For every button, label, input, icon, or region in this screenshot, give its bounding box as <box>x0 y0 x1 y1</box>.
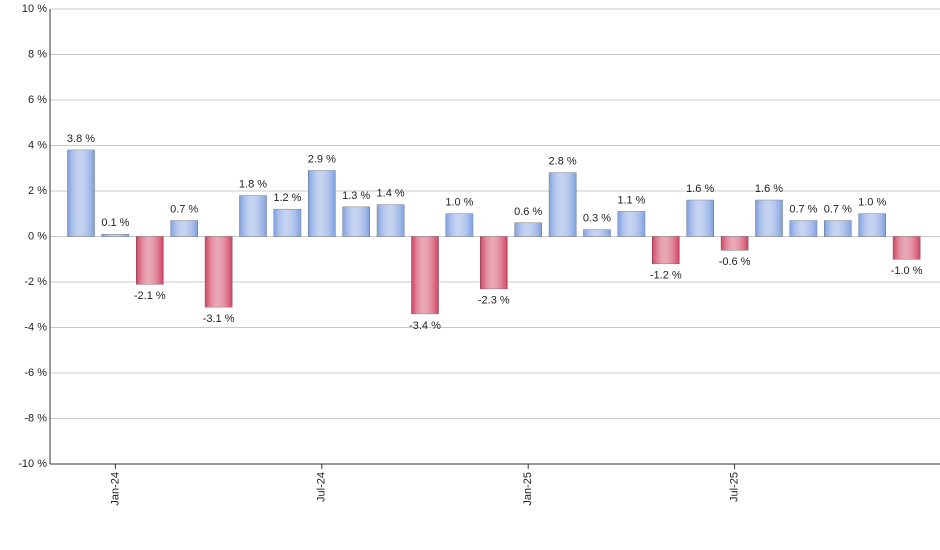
bar-shade <box>239 195 267 237</box>
value-label: 0.6 % <box>514 206 542 218</box>
y-tick-label: 10 % <box>22 3 47 15</box>
bar-group <box>136 236 164 285</box>
value-label: 1.4 % <box>377 188 405 200</box>
bar-group <box>411 236 439 315</box>
value-label: 3.8 % <box>67 133 95 145</box>
bar-group <box>892 236 921 260</box>
bar-shade <box>858 213 886 237</box>
value-label: 1.6 % <box>755 183 783 195</box>
bar-group <box>548 172 577 237</box>
bar-group <box>617 211 646 237</box>
bar-shade <box>101 234 129 237</box>
bar-shade <box>67 150 95 237</box>
bar-group <box>101 233 130 237</box>
y-tick-label: 8 % <box>28 48 47 60</box>
bar-shade <box>480 236 508 289</box>
bar-group <box>376 204 405 237</box>
x-tick-label: Jan-25 <box>522 472 534 506</box>
bar-shade <box>273 209 301 237</box>
y-tick-label: -2 % <box>24 276 47 288</box>
value-label: -3.4 % <box>409 320 441 332</box>
bar-shade <box>721 236 749 251</box>
value-label: 0.3 % <box>583 213 611 225</box>
x-tick-label: Jul-24 <box>316 472 328 502</box>
value-label: 1.2 % <box>273 192 301 204</box>
bar-group <box>858 213 886 237</box>
bar-group <box>239 195 267 237</box>
bar-group <box>720 236 749 251</box>
value-label: 0.1 % <box>101 217 129 229</box>
x-tick-label: Jul-25 <box>729 472 741 502</box>
bar-shade <box>549 172 577 237</box>
y-tick-label: 4 % <box>28 139 47 151</box>
bar-group <box>514 222 542 237</box>
bar-group <box>204 236 233 308</box>
value-label: 2.9 % <box>308 153 336 165</box>
bar-shade <box>377 204 405 237</box>
y-tick-label: -10 % <box>18 458 47 470</box>
bar-group <box>686 199 714 237</box>
bar-group <box>445 213 474 237</box>
bar-shade <box>686 200 714 237</box>
bar-group <box>789 220 818 237</box>
value-label: 1.0 % <box>445 197 473 209</box>
bar-shade <box>514 222 542 237</box>
bar-shade <box>583 229 611 237</box>
value-label: 0.7 % <box>789 203 817 215</box>
value-label: -2.3 % <box>478 295 510 307</box>
y-tick-label: 2 % <box>28 185 47 197</box>
value-label: 2.8 % <box>549 156 577 168</box>
y-tick-label: -4 % <box>24 321 47 333</box>
value-label: -1.0 % <box>891 265 923 277</box>
bar-group <box>170 220 198 237</box>
value-label: 1.3 % <box>342 190 370 202</box>
bar-group <box>480 236 508 290</box>
bar-group <box>342 206 370 237</box>
value-label: -0.6 % <box>719 256 751 268</box>
bar-group <box>308 170 336 237</box>
bar-group <box>652 236 680 265</box>
value-label: -3.1 % <box>203 313 235 325</box>
value-label: 0.7 % <box>170 203 198 215</box>
value-label: 1.0 % <box>858 197 886 209</box>
bar-shade <box>411 236 439 314</box>
y-tick-label: -6 % <box>24 367 47 379</box>
value-label: 1.1 % <box>617 194 645 206</box>
bar-group <box>755 199 783 237</box>
value-label: -2.1 % <box>134 290 166 302</box>
y-tick-label: 6 % <box>28 94 47 106</box>
bar-group <box>273 208 302 237</box>
bar-shade <box>136 236 164 285</box>
bar-shade <box>308 170 336 237</box>
bar-shade <box>342 206 370 237</box>
bar-shade <box>652 236 680 264</box>
value-label: 0.7 % <box>824 203 852 215</box>
value-label: -1.2 % <box>650 270 682 282</box>
bar-group <box>583 229 611 237</box>
bar-shade <box>205 236 233 308</box>
bar-group <box>824 220 852 237</box>
bar-shade <box>617 211 645 237</box>
bar-shade <box>893 236 921 260</box>
bar-shade <box>824 220 852 237</box>
x-tick-label: Jan-24 <box>109 472 121 506</box>
y-tick-label: -8 % <box>24 412 47 424</box>
y-tick-label: 0 % <box>28 230 47 242</box>
bar-shade <box>170 220 198 237</box>
value-label: 1.8 % <box>239 178 267 190</box>
value-label: 1.6 % <box>686 183 714 195</box>
bar-group <box>67 149 95 237</box>
bar-shade <box>789 220 817 237</box>
bar-shade <box>445 213 473 237</box>
bar-shade <box>755 200 783 237</box>
